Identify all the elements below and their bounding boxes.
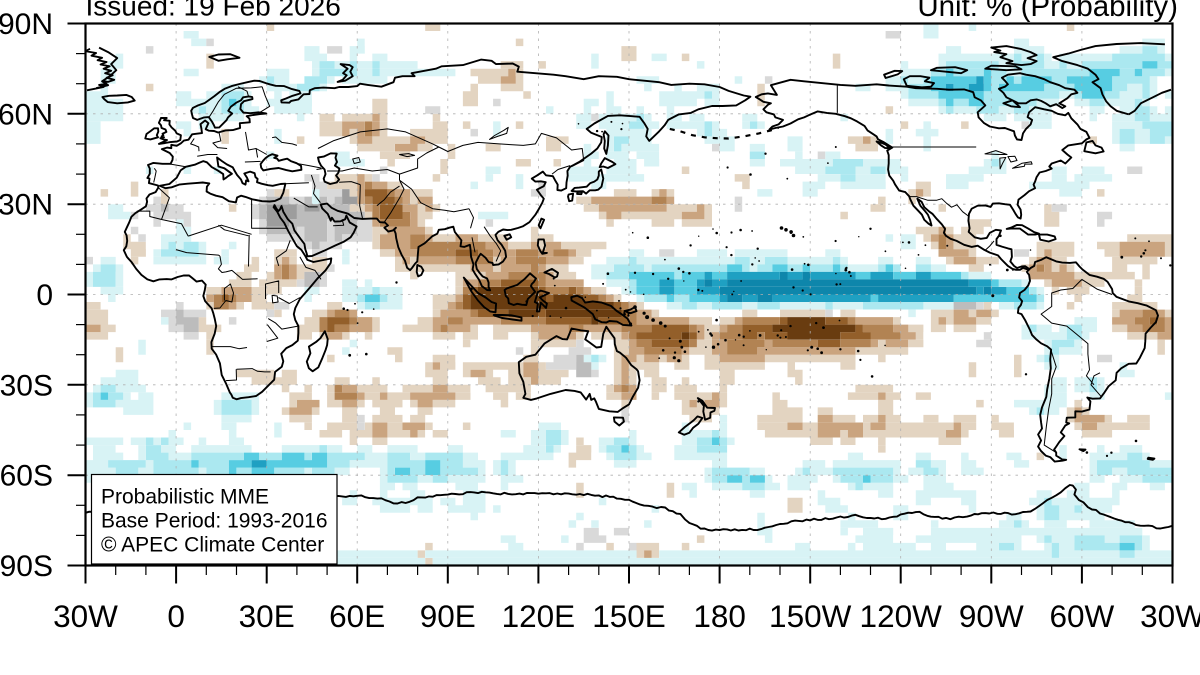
svg-text:60S: 60S (0, 460, 53, 493)
svg-text:Base Period: 1993-2016: Base Period: 1993-2016 (101, 510, 328, 533)
svg-text:90W: 90W (959, 598, 1024, 634)
svg-text:150W: 150W (769, 598, 852, 634)
svg-text:150E: 150E (592, 598, 666, 634)
svg-text:120W: 120W (860, 598, 943, 634)
svg-text:60N: 60N (0, 98, 53, 131)
svg-text:180: 180 (693, 598, 746, 634)
svg-text:30N: 30N (0, 189, 53, 222)
svg-text:30W: 30W (53, 598, 118, 634)
svg-text:90E: 90E (420, 598, 476, 634)
svg-text:0: 0 (167, 598, 185, 634)
svg-text:120E: 120E (502, 598, 576, 634)
svg-text:© APEC Climate Center: © APEC Climate Center (101, 534, 324, 557)
svg-text:90N: 90N (0, 8, 53, 41)
svg-text:Unit: % (Probability): Unit: % (Probability) (917, 0, 1178, 23)
svg-text:60W: 60W (1050, 598, 1115, 634)
svg-text:Issued: 19 Feb 2026: Issued: 19 Feb 2026 (86, 0, 341, 22)
svg-text:0: 0 (36, 279, 53, 312)
svg-text:60E: 60E (329, 598, 385, 634)
svg-text:90S: 90S (0, 550, 53, 583)
svg-text:30S: 30S (0, 369, 53, 402)
svg-text:30W: 30W (1140, 598, 1200, 634)
svg-text:Probabilistic MME: Probabilistic MME (101, 486, 269, 509)
svg-text:30E: 30E (239, 598, 295, 634)
